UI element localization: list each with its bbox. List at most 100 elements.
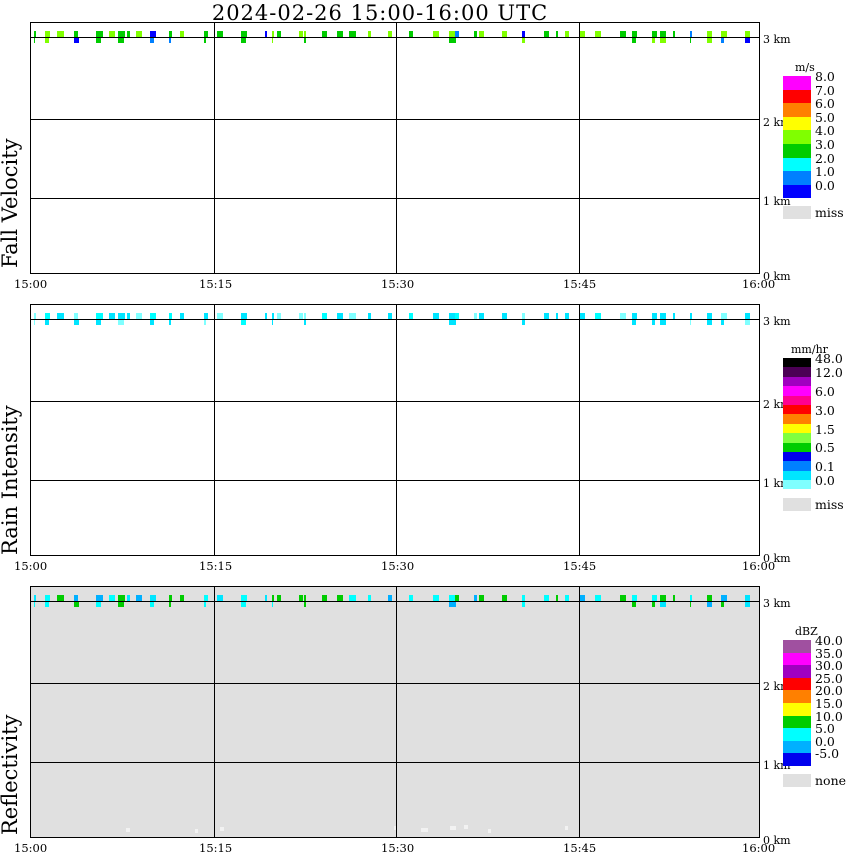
data-cell (721, 595, 727, 601)
panel-rain-intensity-ylabel: Rain Intensity (0, 405, 22, 555)
data-cell (44, 601, 49, 607)
gridline-vertical (396, 305, 397, 555)
colorbar-tick-label: 0.0 (815, 733, 835, 749)
data-cell (660, 31, 667, 37)
data-cell (388, 313, 392, 319)
data-cell (118, 595, 125, 601)
colorbar-units-rain-intensity: mm/hr (791, 343, 828, 356)
xtick-1600-p2: 16:00 (742, 841, 776, 855)
colorbar-band (783, 470, 811, 481)
data-cell (706, 313, 713, 319)
colorbar-tick-label: 6.0 (815, 383, 835, 399)
colorbar-missing-label: miss (815, 205, 844, 221)
colorbar-band (783, 157, 811, 172)
data-cell (118, 601, 125, 607)
gridline-horizontal (31, 319, 759, 320)
data-cell (450, 826, 456, 831)
data-cell (264, 313, 268, 319)
data-cell (409, 313, 413, 319)
data-cell (150, 601, 154, 607)
panel-rain-intensity-plot (30, 304, 760, 556)
data-cell (449, 601, 457, 607)
data-cell (57, 595, 65, 601)
data-cell (169, 319, 172, 325)
colorbar-tick-label: 3.0 (815, 137, 835, 152)
data-cell (203, 595, 208, 601)
data-cell (180, 595, 185, 601)
data-cell (169, 595, 172, 601)
gridline-horizontal (31, 601, 759, 602)
data-cell (74, 313, 79, 319)
data-cell (652, 319, 655, 325)
colorbar-tick-label: 12.0 (815, 365, 843, 381)
data-layer (31, 587, 759, 837)
data-cell (241, 313, 248, 319)
data-cell (449, 313, 457, 319)
ytick-0km-p1: 0 km (763, 552, 791, 565)
data-cell (721, 37, 725, 43)
page-title: 2024-02-26 15:00-16:00 UTC (211, 1, 549, 25)
data-cell (336, 31, 343, 37)
colorbar-band (783, 76, 811, 90)
data-cell (217, 595, 223, 601)
data-cell (544, 313, 549, 319)
data-cell (522, 31, 526, 37)
data-cell (706, 595, 713, 601)
colorbar-tick-label: 2.0 (815, 150, 835, 166)
gridline-horizontal (31, 480, 759, 481)
gridline-vertical (396, 23, 397, 273)
data-cell (298, 313, 303, 319)
data-cell (449, 595, 457, 601)
data-cell (180, 313, 185, 319)
xtick-1515-p2: 15:15 (199, 841, 233, 855)
colorbar-band (783, 480, 811, 490)
data-cell (564, 825, 568, 830)
data-cell (449, 37, 457, 43)
xtick-1500-p1: 15:00 (14, 559, 48, 573)
data-cell (136, 313, 143, 319)
data-cell (74, 601, 79, 607)
data-cell (502, 595, 507, 601)
colorbar-band (783, 423, 811, 434)
data-cell (194, 828, 198, 833)
colorbar-band (783, 367, 811, 377)
data-cell (169, 37, 172, 43)
colorbar-tick-label: 6.0 (815, 96, 835, 112)
panel-fall-velocity-plot (30, 22, 760, 274)
data-cell (44, 313, 51, 319)
colorbar-tick-label: 5.0 (815, 109, 835, 125)
data-cell (150, 319, 154, 325)
data-layer (31, 23, 759, 273)
data-cell (118, 31, 125, 37)
data-cell (488, 828, 492, 833)
data-cell (502, 31, 507, 37)
colorbar-band (783, 404, 811, 415)
data-cell (96, 313, 103, 319)
data-cell (522, 595, 526, 601)
data-cell (620, 313, 626, 319)
xtick-1500-p0: 15:00 (14, 277, 48, 291)
data-cell (271, 31, 274, 37)
data-cell (33, 319, 36, 325)
data-cell (421, 827, 429, 832)
colorbar-tick-label: 7.0 (815, 82, 835, 98)
data-cell (594, 595, 602, 601)
data-cell (220, 827, 224, 832)
data-cell (44, 319, 49, 325)
data-cell (108, 595, 116, 601)
gridline-horizontal (31, 683, 759, 684)
data-cell (74, 319, 79, 325)
data-cell (321, 31, 327, 37)
data-cell (689, 319, 691, 325)
data-cell (367, 31, 372, 37)
colorbar-band (783, 89, 811, 104)
data-cell (150, 595, 157, 601)
data-cell (203, 37, 206, 43)
colorbar-tick-label: 20.0 (815, 683, 843, 699)
data-cell (264, 31, 268, 37)
data-cell (449, 319, 457, 325)
data-cell (150, 37, 154, 43)
data-cell (689, 601, 691, 607)
gridline-vertical (213, 23, 215, 273)
data-cell (544, 31, 549, 37)
